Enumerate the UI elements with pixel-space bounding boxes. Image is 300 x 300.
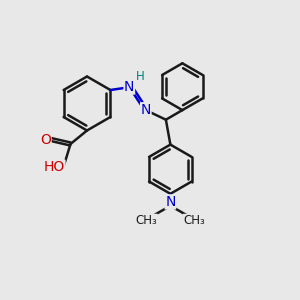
Text: N: N (141, 103, 151, 117)
Text: CH₃: CH₃ (184, 214, 205, 227)
Text: HO: HO (44, 160, 65, 174)
Text: O: O (40, 133, 51, 146)
Text: CH₃: CH₃ (136, 214, 157, 227)
Text: N: N (124, 80, 134, 94)
Text: N: N (165, 195, 176, 209)
Text: H: H (136, 70, 145, 83)
